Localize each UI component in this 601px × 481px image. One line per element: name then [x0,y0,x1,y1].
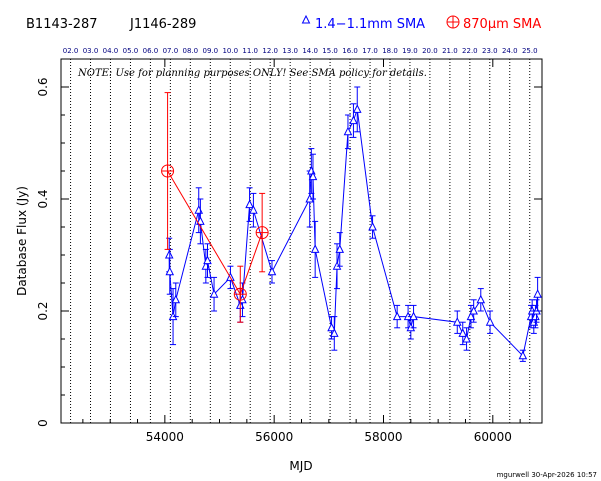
year-tick-label: 07.0 [163,47,179,55]
series-circle-plus [161,92,269,323]
x-axis-label: MJD [289,459,312,473]
data-point-triangle [452,317,462,326]
data-point-triangle [335,244,345,253]
year-tick-label: 15.0 [322,47,338,55]
data-point-triangle [485,317,495,326]
triangle-icon [301,14,311,24]
data-point-triangle [327,322,336,332]
year-tick-label: 22.0 [462,47,478,55]
y-tick-label: 0.6 [36,77,50,96]
x-tick-label: 54000 [146,430,184,444]
year-tick-label: 06.0 [143,47,159,55]
data-point-triangle [476,294,486,304]
legend-red-label: 870μm SMA [463,17,541,32]
year-tick-label: 17.0 [362,47,378,55]
year-tick-label: 12.0 [262,47,278,55]
year-tick-label: 08.0 [183,47,199,55]
data-point-triangle [462,333,471,343]
data-point-circle-plus [255,226,269,240]
data-point-triangle [533,289,542,298]
data-point-triangle [466,311,476,321]
year-tick-label: 03.0 [83,47,99,55]
data-point-circle-plus [161,164,175,178]
data-point-triangle [249,205,258,214]
data-point-triangle [343,126,353,136]
data-point-triangle [203,255,212,265]
year-tick-label: 21.0 [442,47,458,55]
year-tick-label: 13.0 [282,47,298,55]
year-tick-label: 10.0 [222,47,238,55]
data-point-triangle [531,311,540,321]
year-axis: 02.0 03.0 04.0 05.0 06.0 07.0 08.0 09.0 10.0 11.0… [63,47,538,55]
y-tick-label: 0.4 [36,189,50,208]
data-point-triangle [409,311,418,321]
series-line [168,109,539,357]
source-name: B1143-287 [26,17,98,32]
year-tick-label: 14.0 [302,47,318,55]
x-tick-label: 60000 [474,430,512,444]
y-axis-label: Database Flux (Jy) [15,186,29,296]
year-tick-label: 20.0 [422,47,438,55]
data-point-triangle [518,350,528,360]
data-point-triangle [352,104,362,113]
data-series [161,86,542,362]
data-point-triangle [171,294,181,304]
data-point-triangle [267,266,277,276]
data-point-triangle [469,305,478,315]
series-triangle [164,86,542,362]
data-point-triangle [245,199,254,209]
year-tick-label: 23.0 [482,47,498,55]
circle-plus-icon [446,15,460,29]
data-point-triangle [310,244,320,253]
year-tick-label: 18.0 [382,47,398,55]
year-tick-label: 24.0 [502,47,518,55]
y-tick-label: 0 [36,419,50,427]
x-tick-label: 56000 [255,430,293,444]
footer-stamp: mgurwell 30-Apr-2026 10:57 [497,471,597,479]
year-tick-label: 11.0 [242,47,258,55]
data-point-triangle [392,311,402,321]
year-tick-label: 09.0 [203,47,219,55]
y-tick-label: 0.2 [36,301,50,320]
header: B1143-287 J1146-289 1.4−1.1mm SMA 870μm … [26,14,541,32]
alt-name: J1146-289 [129,17,196,32]
legend-blue-label: 1.4−1.1mm SMA [315,17,425,32]
data-point-triangle [308,171,318,181]
year-tick-label: 05.0 [123,47,139,55]
data-point-triangle [368,221,377,231]
axes: 54000 56000 58000 60000 0 0.2 0.4 0.6 [36,59,542,444]
data-point-triangle [349,115,358,125]
data-point-circle-plus [233,287,247,301]
year-tick-label: 25.0 [522,47,538,55]
data-point-triangle [458,328,468,337]
year-tick-label: 02.0 [63,47,79,55]
planning-note: NOTE: Use for planning purposes ONLY! Se… [77,68,427,79]
data-point-triangle [329,328,339,337]
year-gridlines [70,59,531,423]
x-tick-label: 58000 [364,430,402,444]
data-point-triangle [164,249,174,259]
data-point-triangle [194,205,204,214]
data-point-triangle [165,266,175,276]
year-tick-label: 16.0 [342,47,358,55]
year-tick-label: 19.0 [402,47,418,55]
year-tick-label: 04.0 [103,47,119,55]
data-point-triangle [209,289,219,298]
